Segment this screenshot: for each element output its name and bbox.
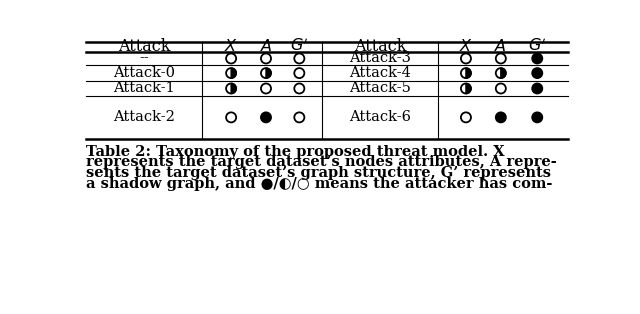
Text: Attack-5: Attack-5 bbox=[349, 82, 411, 95]
Wedge shape bbox=[266, 68, 271, 78]
Text: Attack-3: Attack-3 bbox=[349, 51, 411, 66]
Text: $\mathit{X}$: $\mathit{X}$ bbox=[224, 38, 238, 55]
Circle shape bbox=[532, 84, 542, 94]
Wedge shape bbox=[466, 68, 471, 78]
Text: $\mathit{A}$: $\mathit{A}$ bbox=[495, 38, 507, 55]
Text: $\mathit{X}$: $\mathit{X}$ bbox=[459, 38, 473, 55]
Text: a shadow graph, and ●/◐/○ means the attacker has com-: a shadow graph, and ●/◐/○ means the atta… bbox=[86, 177, 552, 191]
Text: Attack: Attack bbox=[354, 38, 406, 55]
Wedge shape bbox=[466, 84, 471, 94]
Text: $\mathit{G'}$: $\mathit{G'}$ bbox=[290, 38, 308, 55]
Circle shape bbox=[532, 112, 542, 122]
Text: --: -- bbox=[140, 51, 149, 66]
Circle shape bbox=[261, 68, 271, 78]
Text: Attack-1: Attack-1 bbox=[113, 82, 175, 95]
Text: Attack-0: Attack-0 bbox=[113, 66, 175, 80]
Text: $\mathit{G'}$: $\mathit{G'}$ bbox=[528, 38, 547, 55]
Wedge shape bbox=[231, 84, 236, 94]
Text: Attack-2: Attack-2 bbox=[113, 111, 175, 124]
Circle shape bbox=[226, 84, 236, 94]
Text: Attack: Attack bbox=[118, 38, 171, 55]
Circle shape bbox=[496, 68, 506, 78]
Text: Attack-4: Attack-4 bbox=[349, 66, 411, 80]
Circle shape bbox=[496, 112, 506, 122]
Circle shape bbox=[261, 112, 271, 122]
Text: Table 2: Taxonomy of the proposed threat model. X: Table 2: Taxonomy of the proposed threat… bbox=[86, 145, 505, 159]
Circle shape bbox=[461, 68, 471, 78]
Wedge shape bbox=[501, 68, 506, 78]
Wedge shape bbox=[231, 68, 236, 78]
Circle shape bbox=[532, 68, 542, 78]
Circle shape bbox=[226, 68, 236, 78]
Text: represents the target dataset’s nodes attributes, A repre-: represents the target dataset’s nodes at… bbox=[86, 155, 557, 170]
Circle shape bbox=[461, 84, 471, 94]
Text: Attack-6: Attack-6 bbox=[349, 111, 411, 124]
Text: sents the target dataset’s graph structure, G’ represents: sents the target dataset’s graph structu… bbox=[86, 166, 551, 180]
Circle shape bbox=[532, 53, 542, 63]
Text: $\mathit{A}$: $\mathit{A}$ bbox=[260, 38, 273, 55]
